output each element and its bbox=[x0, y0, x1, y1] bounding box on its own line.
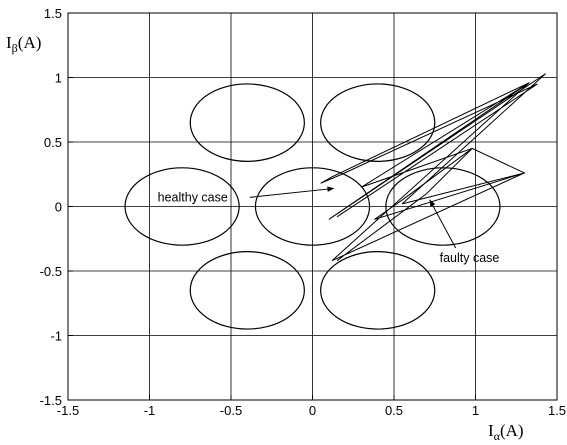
reference-ellipse bbox=[254, 167, 371, 246]
y-tick-label: 0 bbox=[55, 200, 62, 215]
reference-ellipse bbox=[320, 83, 436, 162]
x-tick-label: -1.5 bbox=[57, 403, 79, 418]
y-axis-label-sub: β bbox=[12, 41, 18, 55]
annotation-group: healthy case faulty case bbox=[158, 186, 500, 265]
y-tick-label: 0.5 bbox=[44, 135, 62, 150]
x-tick-label: 1.5 bbox=[548, 403, 566, 418]
y-tick-label: 1 bbox=[55, 71, 62, 86]
x-tick-label: -1 bbox=[144, 403, 156, 418]
y-tick-label: -0.5 bbox=[40, 264, 62, 279]
x-axis-label-base: I bbox=[488, 421, 494, 440]
healthy-case-label: healthy case bbox=[158, 190, 228, 204]
x-tick-label: 0.5 bbox=[385, 403, 403, 418]
reference-ellipse bbox=[124, 167, 240, 246]
plot-frame bbox=[67, 12, 558, 401]
y-tick-label: -1.5 bbox=[40, 393, 62, 408]
y-tick-label: -1 bbox=[50, 329, 62, 344]
reference-ellipse bbox=[320, 251, 436, 330]
x-tick-label: 0 bbox=[309, 403, 316, 418]
x-tick-label: -0.5 bbox=[220, 403, 242, 418]
x-axis-label-sub: α bbox=[494, 429, 501, 443]
y-axis-label-base: I bbox=[6, 33, 12, 52]
annotation-arrow bbox=[249, 186, 335, 198]
grid bbox=[67, 12, 558, 401]
annotation-arrow bbox=[429, 199, 457, 249]
ellipse-group bbox=[124, 83, 501, 330]
reference-ellipse bbox=[189, 83, 305, 162]
trace-group bbox=[320, 73, 546, 262]
series-line bbox=[320, 73, 546, 262]
y-axis-label-unit: (A) bbox=[18, 33, 42, 52]
y-tick-label: 1.5 bbox=[44, 6, 62, 21]
x-axis-label: Iα(A) bbox=[488, 421, 524, 443]
x-tick-label: 1 bbox=[472, 403, 479, 418]
reference-ellipse bbox=[189, 251, 305, 330]
x-axis-label-unit: (A) bbox=[500, 421, 524, 440]
faulty-case-label: faulty case bbox=[440, 251, 500, 265]
y-axis-label: Iβ(A) bbox=[6, 33, 41, 55]
y-tick-labels: -1.5 -1 -0.5 0 0.5 1 1.5 bbox=[40, 6, 62, 408]
x-tick-labels: -1.5 -1 -0.5 0 0.5 1 1.5 bbox=[57, 403, 566, 418]
reference-ellipse bbox=[385, 167, 501, 246]
